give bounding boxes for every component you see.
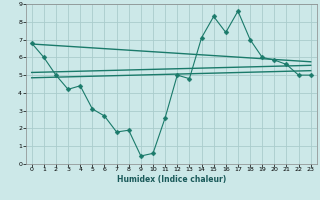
- X-axis label: Humidex (Indice chaleur): Humidex (Indice chaleur): [116, 175, 226, 184]
